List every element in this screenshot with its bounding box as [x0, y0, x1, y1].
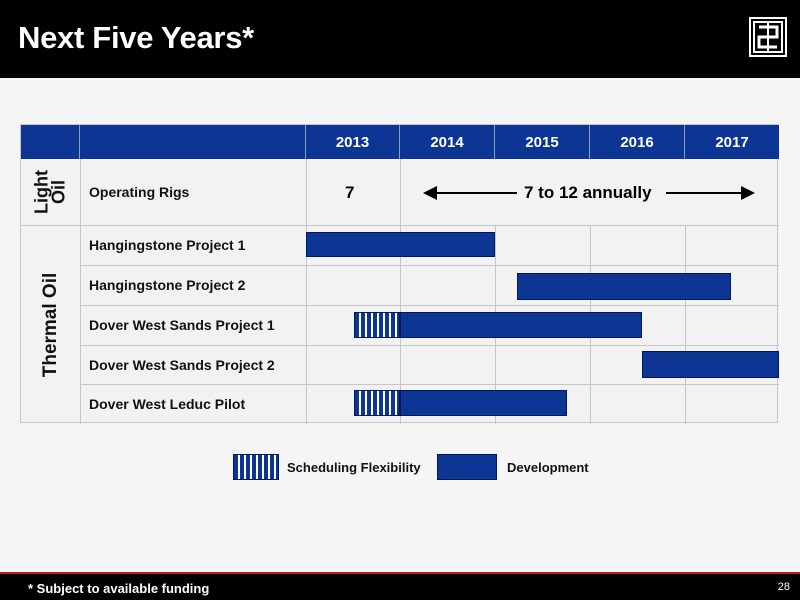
slide-header: Next Five Years*	[0, 0, 800, 78]
header-cell-blank-2	[80, 125, 306, 159]
page-number: 28	[777, 581, 790, 593]
development-bar-hangingstone-1	[306, 232, 495, 257]
category-thermal-oil: Thermal Oil	[40, 272, 61, 378]
grid-line	[80, 384, 779, 385]
grid-line	[21, 225, 779, 226]
grid-line	[400, 159, 401, 225]
header-cell-blank-1	[21, 125, 80, 159]
year-header-2014: 2014	[400, 125, 495, 159]
year-header-2017: 2017	[685, 125, 779, 159]
arrow-right-icon	[741, 186, 755, 200]
year-header-2016: 2016	[590, 125, 685, 159]
category-light-oil: Light Oil	[32, 163, 69, 222]
development-bar-dover-west-leduc	[400, 390, 567, 416]
development-bar-dover-west-sands-1	[400, 312, 642, 338]
legend-flexibility-swatch	[233, 454, 279, 480]
slide-title: Next Five Years*	[18, 20, 254, 55]
flexibility-bar-dover-west-leduc	[354, 390, 400, 416]
arrow-left-line	[433, 192, 517, 194]
row-label-dover-west-sands-2: Dover West Sands Project 2	[89, 356, 275, 373]
slide-footer: * Subject to available funding 28	[0, 572, 800, 600]
development-bar-dover-west-sands-2	[642, 351, 779, 378]
row-label-operating-rigs: Operating Rigs	[89, 184, 190, 200]
row-label-dover-west-sands-1: Dover West Sands Project 1	[89, 317, 275, 333]
year-header-2013: 2013	[306, 125, 400, 159]
row-label-hangingstone-2: Hangingstone Project 2	[89, 277, 246, 293]
grid-line	[306, 159, 307, 424]
legend-development-swatch	[437, 454, 497, 480]
schedule-table: 2013 2014 2015 2016 2017 Light Oil Therm…	[20, 124, 779, 424]
grid-line	[80, 159, 81, 424]
footnote: * Subject to available funding	[28, 581, 210, 596]
flexibility-bar-dover-west-sands-1	[354, 312, 400, 338]
category-light-oil-line2: Oil	[48, 180, 69, 205]
row-label-dover-west-leduc: Dover West Leduc Pilot	[89, 396, 246, 412]
grid-line	[685, 225, 686, 424]
company-logo-icon	[749, 17, 787, 57]
grid-line	[80, 265, 779, 266]
operating-rigs-range-value: 7 to 12 annually	[524, 183, 652, 202]
development-bar-hangingstone-2	[517, 273, 731, 300]
row-label-hangingstone-1: Hangingstone Project 1	[89, 237, 246, 253]
grid-line	[80, 305, 779, 306]
arrow-left-icon	[423, 186, 437, 200]
legend-flexibility-label: Scheduling Flexibility	[287, 460, 421, 475]
year-header-2015: 2015	[495, 125, 590, 159]
legend-development-label: Development	[507, 460, 589, 475]
arrow-right-line	[666, 192, 746, 194]
grid-line	[80, 345, 779, 346]
operating-rigs-2013-value: 7	[345, 183, 355, 202]
